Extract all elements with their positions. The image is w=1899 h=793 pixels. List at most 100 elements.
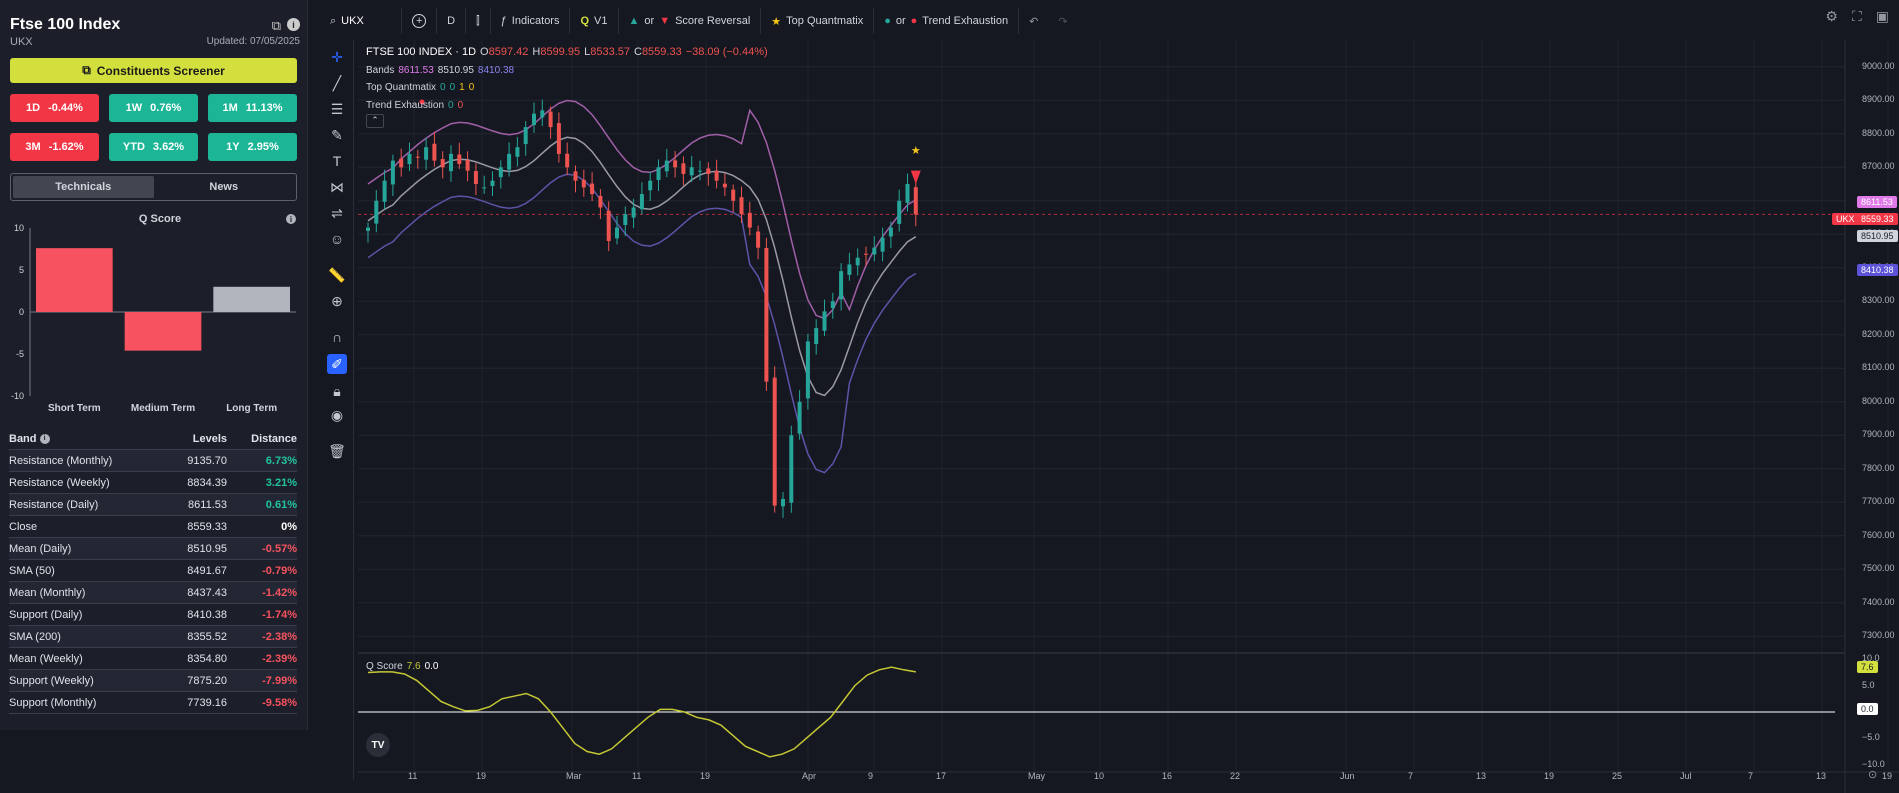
lower-band-tag: 8410.38 bbox=[1857, 264, 1898, 276]
settings-icon[interactable]: ⚙ bbox=[1825, 8, 1838, 24]
symbol-tag: UKX bbox=[1832, 213, 1859, 225]
trend-exhaustion-button[interactable]: ● or ● Trend Exhaustion bbox=[874, 8, 1020, 34]
triangle-up-icon: ▲ bbox=[628, 15, 640, 27]
eye-icon[interactable]: ◉ bbox=[330, 406, 344, 423]
time-tick: 19 bbox=[1544, 771, 1555, 781]
fib-icon[interactable]: ☰ bbox=[330, 100, 344, 117]
candle-body bbox=[482, 187, 487, 189]
upper-band-tag: 8611.53 bbox=[1857, 196, 1897, 208]
fullscreen-icon[interactable]: ⛶ bbox=[1851, 8, 1862, 24]
crosshair-icon[interactable]: ✛ bbox=[331, 48, 343, 65]
trash-icon[interactable]: 🗑︎ bbox=[328, 442, 346, 459]
table-row[interactable]: Mean (Weekly) 8354.80 -2.39% bbox=[9, 648, 297, 670]
legend-top-quantmatix[interactable]: Top Quantmatix 0 0 1 0 bbox=[366, 79, 768, 97]
bands-label: Bands bbox=[366, 64, 395, 76]
band-info-icon[interactable]: i bbox=[39, 433, 50, 444]
band-name: SMA (50) bbox=[9, 564, 55, 577]
perf-1w: 1W 0.76% bbox=[109, 94, 198, 122]
redo-button[interactable]: ↷ bbox=[1048, 8, 1077, 34]
table-row[interactable]: Resistance (Daily) 8611.53 0.61% bbox=[9, 494, 297, 516]
svg-text:i: i bbox=[290, 215, 292, 224]
v1-button[interactable]: Q V1 bbox=[570, 8, 619, 34]
table-row[interactable]: Mean (Monthly) 8437.43 -1.42% bbox=[9, 582, 297, 604]
osc-value-tag: 7.6 bbox=[1857, 661, 1878, 673]
table-row[interactable]: SMA (50) 8491.67 -0.79% bbox=[9, 560, 297, 582]
emoji-icon[interactable]: ☺ bbox=[329, 231, 345, 247]
candle-body bbox=[814, 328, 819, 345]
tq-v2: 1 bbox=[459, 82, 465, 93]
qscore-category-label: Short Term bbox=[48, 403, 101, 414]
trend-line-icon[interactable]: ╱ bbox=[332, 74, 342, 91]
brush-icon[interactable]: ✎ bbox=[331, 126, 343, 143]
text-icon[interactable]: T bbox=[332, 153, 342, 169]
compare-button[interactable]: + bbox=[402, 8, 438, 34]
lock-icon[interactable]: 🔒︎ bbox=[333, 382, 341, 399]
ruler-icon[interactable]: 📏 bbox=[328, 266, 346, 283]
updated-date: Updated: 07/05/2025 bbox=[206, 36, 300, 47]
candle-body bbox=[424, 147, 429, 160]
undo-button[interactable]: ↶ bbox=[1019, 8, 1048, 34]
osc-tick: 5.0 bbox=[1862, 679, 1875, 690]
table-row[interactable]: Close 8559.33 0% bbox=[9, 516, 297, 538]
table-row[interactable]: Resistance (Monthly) 9135.70 6.73% bbox=[9, 450, 297, 472]
constituents-screener-button[interactable]: ⧉ Constituents Screener bbox=[10, 58, 297, 83]
tab-news[interactable]: News bbox=[209, 181, 239, 193]
zoom-in-icon[interactable]: ⊕ bbox=[331, 292, 343, 309]
drawing-mode-icon[interactable]: ✐ bbox=[327, 354, 347, 374]
band-name: Resistance (Monthly) bbox=[9, 454, 113, 467]
qscore-category-label: Medium Term bbox=[131, 403, 195, 414]
osc-v1: 7.6 bbox=[406, 661, 421, 672]
time-tick: Apr bbox=[802, 771, 817, 781]
lower-band-line bbox=[367, 173, 917, 474]
camera-icon[interactable]: ▣ bbox=[1875, 8, 1889, 24]
legend-bands[interactable]: Bands 8611.53 8510.95 8410.38 bbox=[366, 62, 768, 80]
watchlist-icon[interactable]: ⧉ bbox=[271, 18, 281, 33]
header-icons: ⧉ i bbox=[272, 18, 300, 34]
symbol-search-input[interactable] bbox=[341, 15, 392, 27]
band-level: 8510.95 bbox=[187, 542, 227, 555]
undo-icon: ↶ bbox=[1029, 15, 1039, 28]
legend-collapse[interactable]: ⌃ bbox=[366, 114, 768, 128]
candle-body bbox=[805, 341, 810, 399]
qscore-info-icon[interactable]: i bbox=[286, 214, 296, 224]
chart-style-button[interactable]: ⫿ bbox=[466, 8, 491, 34]
score-reversal-button[interactable]: ▲ or ▼ Score Reversal bbox=[619, 8, 762, 34]
candle-body bbox=[498, 167, 503, 178]
magnet-icon[interactable]: ∩ bbox=[331, 329, 343, 345]
table-row[interactable]: Support (Weekly) 7875.20 -7.99% bbox=[9, 670, 297, 692]
candle-body bbox=[864, 253, 868, 255]
info-icon[interactable]: i bbox=[287, 18, 300, 31]
header-distance: Distance bbox=[251, 432, 297, 445]
q-icon: Q bbox=[580, 15, 590, 27]
candle-body bbox=[432, 143, 437, 161]
perf-value: 11.13% bbox=[245, 102, 283, 114]
qscore-legend[interactable]: Q Score 7.6 0.0 bbox=[366, 661, 439, 672]
pattern-icon[interactable]: ⋈ bbox=[330, 178, 344, 195]
tradingview-logo-icon[interactable]: TV bbox=[366, 733, 390, 757]
timezone-icon[interactable]: ⊙ bbox=[1868, 769, 1878, 781]
candle-body bbox=[731, 189, 736, 201]
band-distance: -7.99% bbox=[262, 674, 297, 687]
table-row[interactable]: Support (Daily) 8410.38 -1.74% bbox=[9, 604, 297, 626]
table-row[interactable]: Mean (Daily) 8510.95 -0.57% bbox=[9, 538, 297, 560]
indicators-button[interactable]: ƒ Indicators bbox=[491, 8, 571, 34]
candles-icon: ⫿ bbox=[476, 14, 480, 27]
tab-technicals[interactable]: Technicals bbox=[13, 176, 154, 198]
candle-body bbox=[523, 127, 528, 145]
band-distance: 0% bbox=[281, 520, 297, 533]
band-level: 7739.16 bbox=[187, 696, 227, 709]
price-tick: 8300.00 bbox=[1862, 295, 1895, 306]
interval-button[interactable]: D bbox=[437, 8, 467, 34]
legend-trend-exhaustion[interactable]: Trend Exhaustion 0 0 bbox=[366, 97, 768, 115]
perf-period: 1M bbox=[222, 102, 238, 114]
prediction-icon[interactable]: ⇌ bbox=[331, 204, 343, 221]
symbol-search[interactable]: ⌕ bbox=[320, 8, 403, 34]
price-chart[interactable]: ★ bbox=[358, 40, 1899, 793]
band-level: 9135.70 bbox=[187, 454, 227, 467]
table-row[interactable]: Support (Monthly) 7739.16 -9.58% bbox=[9, 692, 297, 714]
top-quantmatix-button[interactable]: ★ Top Quantmatix bbox=[761, 8, 875, 34]
perf-period: 1D bbox=[26, 102, 41, 114]
table-row[interactable]: Resistance (Weekly) 8834.39 3.21% bbox=[9, 472, 297, 494]
table-row[interactable]: SMA (200) 8355.52 -2.38% bbox=[9, 626, 297, 648]
